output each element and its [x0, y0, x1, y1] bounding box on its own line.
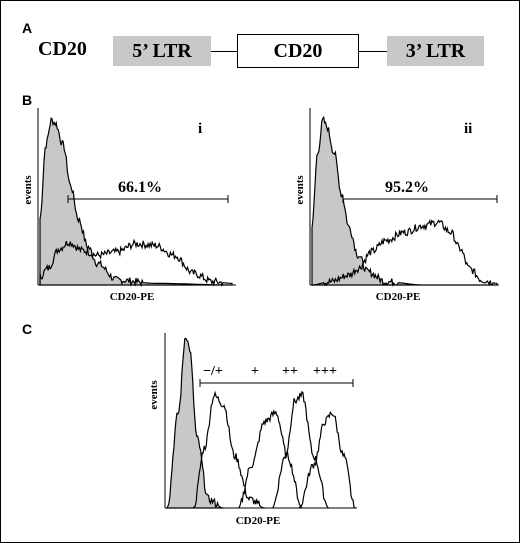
- control-histogram-b-i: [39, 117, 232, 287]
- cd20-histogram-b-ii: [312, 218, 498, 287]
- construct-line-left: [211, 51, 238, 52]
- xlabel-b-ii: CD20-PE: [376, 291, 421, 303]
- panel-c-label: C: [22, 321, 33, 337]
- cd20-histogram-c-2: [238, 409, 303, 509]
- construct-line-right: [359, 51, 387, 52]
- control-histogram-b-ii: [311, 115, 497, 287]
- xlabel-b-i: CD20-PE: [110, 291, 155, 303]
- plot-id-b-ii: ii: [464, 121, 472, 137]
- histogram-b-ii: 95.2% ii events CD20-PE: [294, 108, 499, 303]
- gate-label-c-1: −/+: [203, 364, 223, 379]
- control-histogram-c: [166, 337, 224, 509]
- gate-percent-b-ii: 95.2%: [385, 179, 429, 196]
- ylabel-c: events: [148, 380, 160, 410]
- histogram-b-i: 66.1% i events CD20-PE: [22, 108, 236, 303]
- cd20-histogram-b-i: [39, 238, 233, 287]
- cd20-histogram-c-3: [271, 390, 330, 509]
- ltr5-box: 5’ LTR: [113, 36, 211, 66]
- panel-b-label: B: [22, 92, 33, 108]
- cd20-histogram-c-4: [298, 411, 356, 509]
- ylabel-b-ii: events: [294, 175, 306, 205]
- cd20-insert-box: CD20: [237, 34, 359, 68]
- gene-label: CD20: [38, 38, 87, 60]
- cd20-histogram-c-1: [192, 390, 265, 509]
- gate-percent-b-i: 66.1%: [118, 179, 162, 196]
- plot-id-b-i: i: [198, 121, 202, 137]
- gate-label-c-4: +++: [313, 364, 337, 379]
- gate-label-c-2: +: [251, 364, 259, 379]
- panel-a-label: A: [22, 20, 33, 36]
- xlabel-c: CD20-PE: [236, 515, 281, 527]
- ltr3-box: 3’ LTR: [387, 36, 484, 66]
- histogram-c: −/+ + ++ +++ events CD20-PE: [148, 333, 357, 527]
- gate-label-c-3: ++: [282, 364, 298, 379]
- ylabel-b-i: events: [22, 175, 34, 205]
